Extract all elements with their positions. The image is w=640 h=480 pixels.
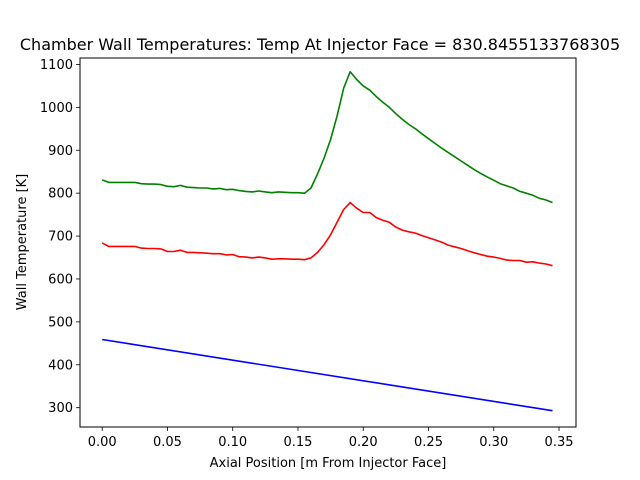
x-tick-label: 0.25: [414, 435, 443, 450]
y-tick-label: 800: [48, 187, 73, 202]
chart-title: Chamber Wall Temperatures: Temp At Injec…: [20, 35, 620, 54]
axes-frame: [79, 57, 577, 428]
x-tick-label: 0.15: [284, 435, 313, 450]
y-tick-label: 1100: [40, 58, 73, 73]
series-line-2: [101, 201, 553, 267]
plot-area: [79, 57, 577, 428]
x-tick-label: 0.00: [88, 435, 117, 450]
x-tick-label: 0.30: [479, 435, 508, 450]
y-tick-label: 500: [48, 315, 73, 330]
series-layer: [101, 70, 553, 412]
x-tick-label: 0.10: [218, 435, 247, 450]
y-axis-label: Wall Temperature [K]: [15, 174, 30, 311]
y-axis: 300 400 500 600 700 800 900 1000 1100: [40, 58, 80, 416]
y-tick-label: 300: [48, 401, 73, 416]
y-tick-label: 700: [48, 230, 73, 245]
x-axis: 0.00 0.05 0.10 0.15 0.20 0.25 0.30 0.35: [88, 427, 574, 450]
y-tick-label: 400: [48, 358, 73, 373]
y-tick-label: 600: [48, 272, 73, 287]
series-line-3: [102, 338, 553, 412]
x-tick-label: 0.05: [153, 435, 182, 450]
x-tick-label: 0.20: [349, 435, 378, 450]
series-line-1: [101, 70, 553, 204]
y-tick-label: 1000: [40, 101, 73, 116]
x-tick-label: 0.35: [545, 435, 574, 450]
x-axis-label: Axial Position [m From Injector Face]: [210, 456, 447, 471]
y-tick-label: 900: [48, 144, 73, 159]
